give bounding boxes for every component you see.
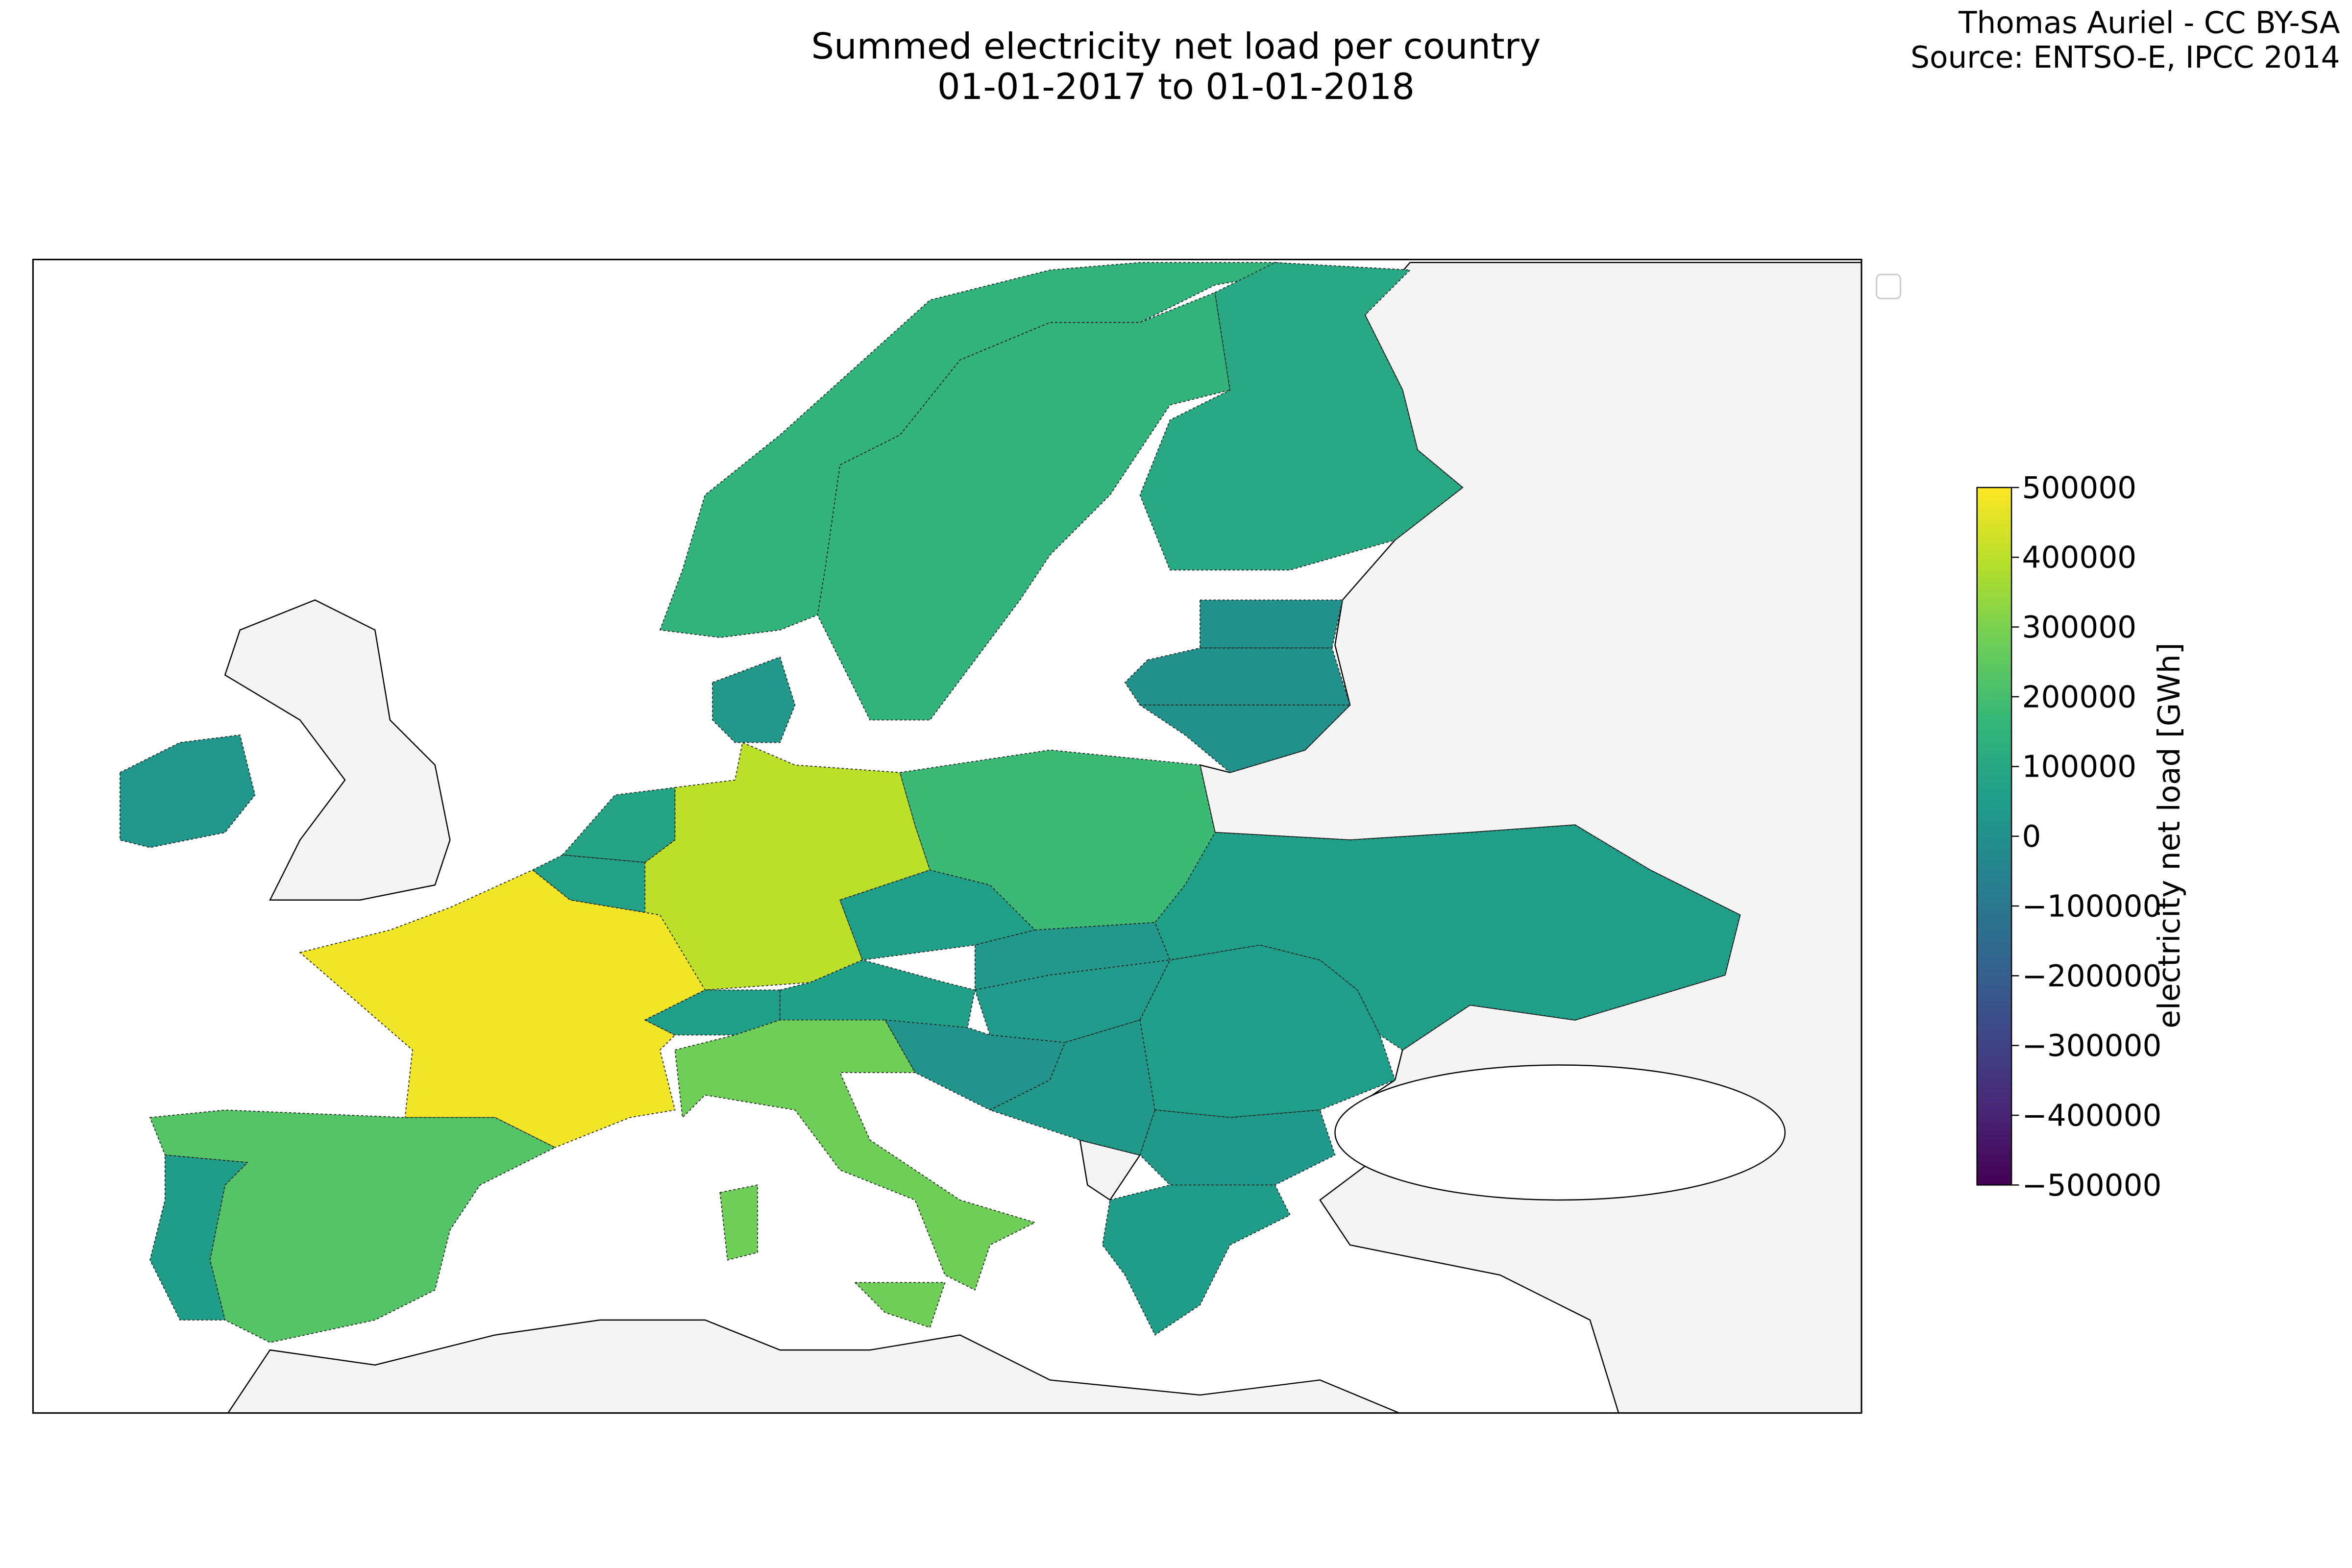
black-sea (1334, 1064, 1786, 1201)
colorbar-tick-label: −100000 (2022, 889, 2162, 924)
colorbar-tick-label: 100000 (2022, 750, 2137, 784)
no-data-land (224, 599, 451, 901)
colorbar-tick-label: 500000 (2022, 470, 2137, 505)
country (1200, 599, 1343, 649)
colorbar-label: electricity net load [GWh] (2152, 642, 2187, 1028)
country (1102, 1184, 1291, 1336)
country (884, 1019, 1066, 1111)
map (33, 259, 1862, 1413)
credit: Source: ENTSO-E, IPCC 2014 (1911, 40, 2340, 75)
country (817, 292, 1231, 721)
country (1139, 262, 1464, 571)
country (712, 656, 796, 743)
subtitle: 01-01-2017 to 01-01-2018 (937, 66, 1415, 108)
colorbar-tick-label: −200000 (2022, 959, 2162, 994)
country (1124, 647, 1351, 706)
colorbar-tick-label: 300000 (2022, 610, 2137, 645)
map-frame (32, 259, 1862, 1414)
country (854, 1282, 946, 1328)
country (974, 922, 1171, 991)
regions (119, 262, 1741, 1343)
country (119, 734, 256, 848)
country (719, 1184, 758, 1261)
country (674, 1019, 1036, 1291)
country (1139, 1109, 1336, 1186)
country (899, 749, 1216, 931)
colorbar-tick-label: −500000 (2022, 1168, 2162, 1203)
colorbar-tick-label: −400000 (2022, 1098, 2162, 1133)
colorbar-tick-label: 200000 (2022, 680, 2137, 714)
colorbar (1976, 487, 2012, 1186)
colorbar-tick-label: 400000 (2022, 540, 2137, 575)
colorbar-tick-label: −300000 (2022, 1029, 2162, 1063)
no-data-land (227, 1319, 1401, 1413)
colorbar-tick-label: 0 (2022, 819, 2041, 854)
country (1138, 704, 1351, 773)
country (1154, 824, 1741, 1051)
legend-box (1876, 273, 1902, 299)
country (149, 1154, 249, 1321)
country (659, 262, 1321, 638)
credit: Thomas Auriel - CC BY-SA (1958, 5, 2340, 40)
country (974, 959, 1171, 1043)
title: Summed electricity net load per country (811, 25, 1541, 67)
